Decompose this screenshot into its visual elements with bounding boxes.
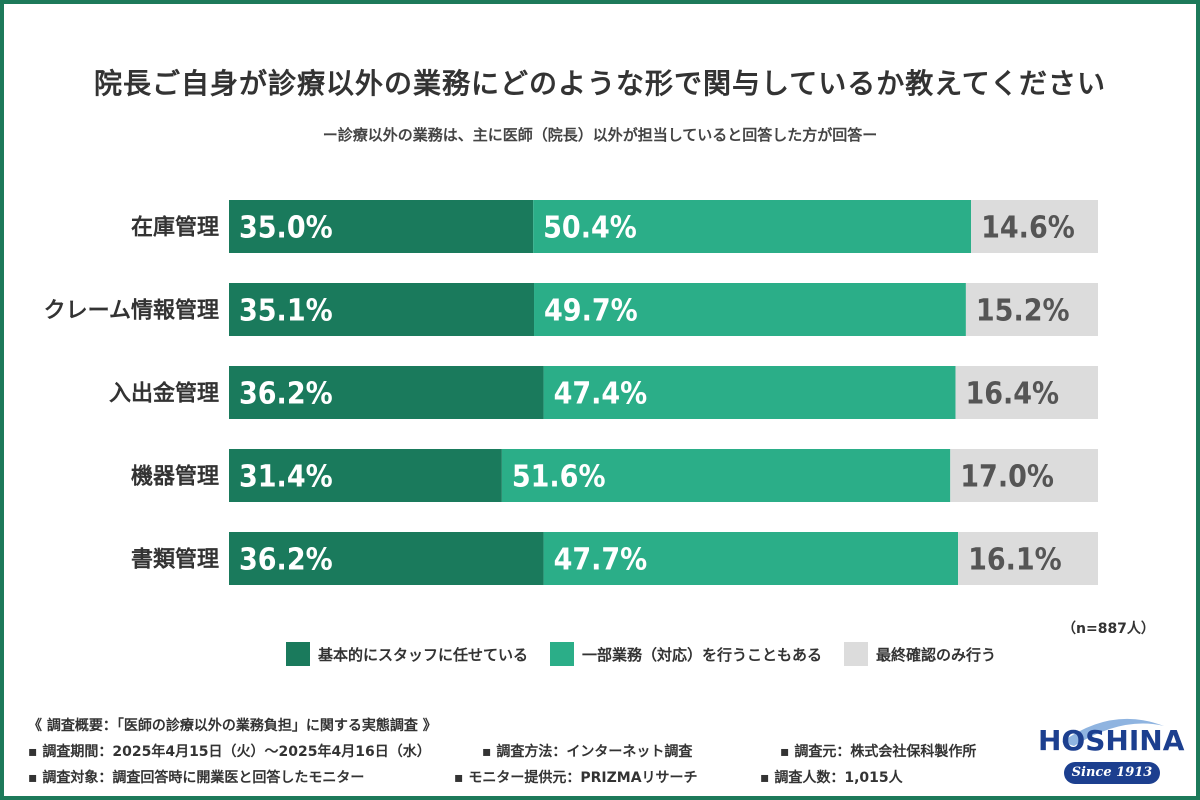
survey-provider: ▪ モニター提供元：PRIZMAリサーチ bbox=[454, 770, 698, 786]
bar-segment bbox=[971, 200, 1098, 253]
bar-segment bbox=[958, 532, 1098, 585]
data-label: 47.7% bbox=[554, 543, 648, 578]
data-label: 35.1% bbox=[239, 294, 333, 329]
category-label: クレーム情報管理 bbox=[44, 298, 219, 324]
legend-item-partial: 一部業務（対応）を行うこともある bbox=[550, 642, 822, 666]
data-label: 35.0% bbox=[239, 211, 333, 246]
data-label: 51.6% bbox=[512, 460, 606, 495]
legend: 基本的にスタッフに任せている 一部業務（対応）を行うこともある 最終確認のみ行う bbox=[286, 642, 1018, 666]
bar-segment bbox=[229, 283, 535, 336]
survey-target: ▪ 調査対象：調査回答時に開業医と回答したモニター bbox=[28, 770, 365, 786]
logo-since: Since 1913 bbox=[1064, 762, 1160, 784]
survey-method: ▪ 調査方法：インターネット調査 bbox=[482, 744, 693, 760]
category-label: 在庫管理 bbox=[131, 215, 219, 241]
logo-name: HOSHINA bbox=[1038, 724, 1185, 757]
legend-item-final: 最終確認のみ行う bbox=[844, 642, 996, 666]
bar-segment bbox=[534, 283, 966, 336]
category-label: 入出金管理 bbox=[109, 381, 219, 407]
bar-segment bbox=[229, 449, 502, 502]
logo-swoosh-icon bbox=[1062, 718, 1164, 746]
category-label: 機器管理 bbox=[131, 464, 219, 490]
data-label: 36.2% bbox=[239, 543, 333, 578]
data-label: 50.4% bbox=[543, 211, 637, 246]
data-label: 49.7% bbox=[544, 294, 638, 329]
bar-segment bbox=[229, 532, 544, 585]
survey-period: ▪ 調査期間：2025年4月15日（火）～2025年4月16日（水） bbox=[28, 744, 431, 760]
sample-size-note: （n=887人） bbox=[1062, 621, 1155, 637]
bar-segment bbox=[955, 366, 1098, 419]
legend-label-final: 最終確認のみ行う bbox=[876, 645, 997, 664]
legend-item-staff: 基本的にスタッフに任せている bbox=[286, 642, 528, 666]
chart-title: 院長ご自身が診療以外の業務にどのような形で関与しているか教えてください bbox=[94, 67, 1106, 100]
bar-segment bbox=[501, 449, 951, 502]
data-label: 17.0% bbox=[960, 460, 1054, 495]
data-label: 16.4% bbox=[965, 377, 1059, 412]
bar-segment bbox=[543, 366, 956, 419]
chart-subtitle: ー診療以外の業務は、主に医師（院長）以外が担当していると回答した方が回答ー bbox=[322, 126, 878, 144]
category-label: 書類管理 bbox=[131, 547, 219, 573]
survey-count: ▪ 調査人数：1,015人 bbox=[760, 770, 903, 786]
legend-swatch-final bbox=[844, 642, 869, 666]
data-label: 47.4% bbox=[554, 377, 648, 412]
bar-segment bbox=[229, 200, 534, 253]
data-label: 36.2% bbox=[239, 377, 333, 412]
hoshina-logo: HOSHINA Since 1913 bbox=[1038, 712, 1185, 790]
legend-label-partial: 一部業務（対応）を行うこともある bbox=[582, 645, 823, 664]
survey-heading: 《 調査概要：「医師の診療以外の業務負担」に関する実態調査 》 bbox=[28, 718, 437, 734]
bar-segment bbox=[533, 200, 972, 253]
data-label: 15.2% bbox=[976, 294, 1070, 329]
bar-segment bbox=[965, 283, 1098, 336]
bar-segment bbox=[543, 532, 959, 585]
legend-swatch-partial bbox=[550, 642, 575, 666]
bar-segment bbox=[229, 366, 544, 419]
bar-segment bbox=[950, 449, 1098, 502]
data-label: 14.6% bbox=[981, 211, 1075, 246]
data-label: 16.1% bbox=[968, 543, 1062, 578]
legend-label-staff: 基本的にスタッフに任せている bbox=[318, 645, 529, 664]
data-label: 31.4% bbox=[239, 460, 333, 495]
survey-organizer: ▪ 調査元：株式会社保科製作所 bbox=[780, 744, 977, 760]
legend-swatch-staff bbox=[286, 642, 310, 666]
